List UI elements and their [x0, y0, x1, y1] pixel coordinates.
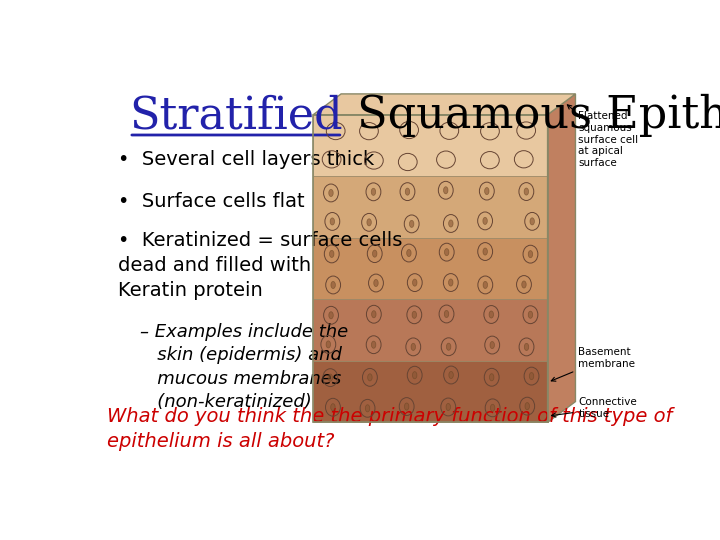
- Text: •  Keratinized = surface cells
dead and filled with
Keratin protein: • Keratinized = surface cells dead and f…: [118, 231, 402, 300]
- Text: What do you think the the primary function of this type of
epithelium is all abo: What do you think the the primary functi…: [107, 408, 672, 451]
- Ellipse shape: [331, 281, 336, 288]
- Ellipse shape: [412, 311, 417, 319]
- Polygon shape: [313, 361, 547, 422]
- Ellipse shape: [483, 217, 487, 225]
- Ellipse shape: [524, 188, 528, 195]
- Ellipse shape: [367, 219, 372, 226]
- Ellipse shape: [372, 310, 376, 318]
- Ellipse shape: [528, 311, 533, 318]
- Text: – Examples include the
   skin (epidermis) and
   mucous membranes
   (non-kerat: – Examples include the skin (epidermis) …: [140, 322, 348, 411]
- Ellipse shape: [449, 372, 454, 379]
- Ellipse shape: [330, 218, 335, 225]
- Ellipse shape: [410, 220, 414, 227]
- Text: •  Several cell layers thick: • Several cell layers thick: [118, 150, 374, 169]
- Ellipse shape: [326, 341, 330, 348]
- Ellipse shape: [372, 188, 376, 195]
- Polygon shape: [313, 238, 547, 299]
- Ellipse shape: [490, 404, 495, 411]
- Ellipse shape: [444, 310, 449, 318]
- Ellipse shape: [490, 374, 494, 381]
- Ellipse shape: [413, 372, 417, 379]
- Ellipse shape: [372, 250, 377, 257]
- Ellipse shape: [365, 405, 370, 412]
- Ellipse shape: [528, 251, 533, 258]
- Ellipse shape: [446, 403, 451, 410]
- Text: •  Surface cells flat: • Surface cells flat: [118, 192, 305, 211]
- Ellipse shape: [328, 374, 333, 381]
- Ellipse shape: [329, 190, 333, 197]
- Ellipse shape: [529, 373, 534, 380]
- Ellipse shape: [485, 187, 489, 194]
- Polygon shape: [313, 299, 547, 361]
- Polygon shape: [313, 94, 575, 114]
- Ellipse shape: [449, 220, 453, 227]
- Ellipse shape: [449, 279, 453, 286]
- Text: Squamous Epithelium: Squamous Epithelium: [343, 94, 720, 137]
- Ellipse shape: [530, 218, 534, 225]
- Ellipse shape: [524, 343, 528, 350]
- Ellipse shape: [368, 374, 372, 381]
- Polygon shape: [547, 94, 575, 422]
- Ellipse shape: [525, 403, 529, 410]
- Ellipse shape: [405, 188, 410, 195]
- Text: Stratified: Stratified: [129, 94, 343, 137]
- Text: Flattened
squamous
surface cell
at apical
surface: Flattened squamous surface cell at apica…: [567, 105, 639, 168]
- Ellipse shape: [483, 248, 487, 255]
- Ellipse shape: [444, 187, 448, 194]
- Text: Basement
membrane: Basement membrane: [552, 347, 635, 381]
- Ellipse shape: [413, 279, 417, 286]
- Text: Connective
tissue: Connective tissue: [552, 397, 637, 418]
- Ellipse shape: [490, 341, 495, 349]
- Ellipse shape: [372, 341, 376, 348]
- Ellipse shape: [411, 343, 415, 350]
- Ellipse shape: [522, 281, 526, 288]
- Ellipse shape: [444, 248, 449, 256]
- Ellipse shape: [405, 403, 409, 410]
- Ellipse shape: [329, 312, 333, 319]
- Polygon shape: [313, 114, 547, 176]
- Ellipse shape: [407, 249, 411, 256]
- Ellipse shape: [330, 404, 335, 411]
- Ellipse shape: [489, 311, 493, 318]
- Ellipse shape: [483, 281, 487, 288]
- Ellipse shape: [446, 343, 451, 350]
- Ellipse shape: [330, 251, 334, 258]
- Ellipse shape: [374, 279, 378, 287]
- Polygon shape: [313, 176, 547, 238]
